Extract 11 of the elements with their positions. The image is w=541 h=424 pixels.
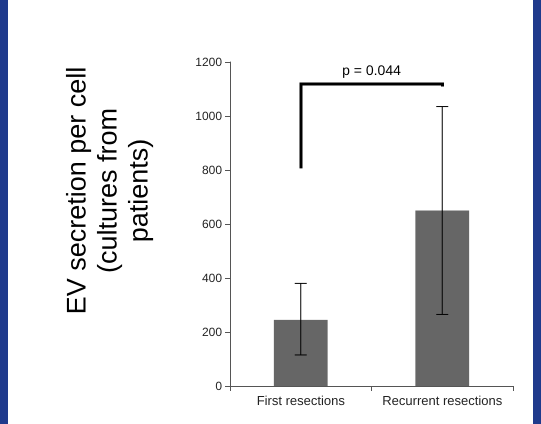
x-tick-label: Recurrent resections <box>382 393 503 408</box>
y-tick-label: 1000 <box>195 109 222 123</box>
annotation: p = 0.044 <box>341 62 402 78</box>
y-axis-title: EV secretion per cell (cultures from patients) <box>62 66 154 314</box>
y-tick-label: 400 <box>202 271 222 285</box>
y-tick-label: 800 <box>202 163 222 177</box>
y-tick-label: 600 <box>202 217 222 231</box>
y-tick-label: 200 <box>202 325 222 339</box>
x-tick-label: First resections <box>256 393 346 408</box>
y-tick-label: 1200 <box>195 55 222 69</box>
y-tick-label: 0 <box>215 379 222 393</box>
